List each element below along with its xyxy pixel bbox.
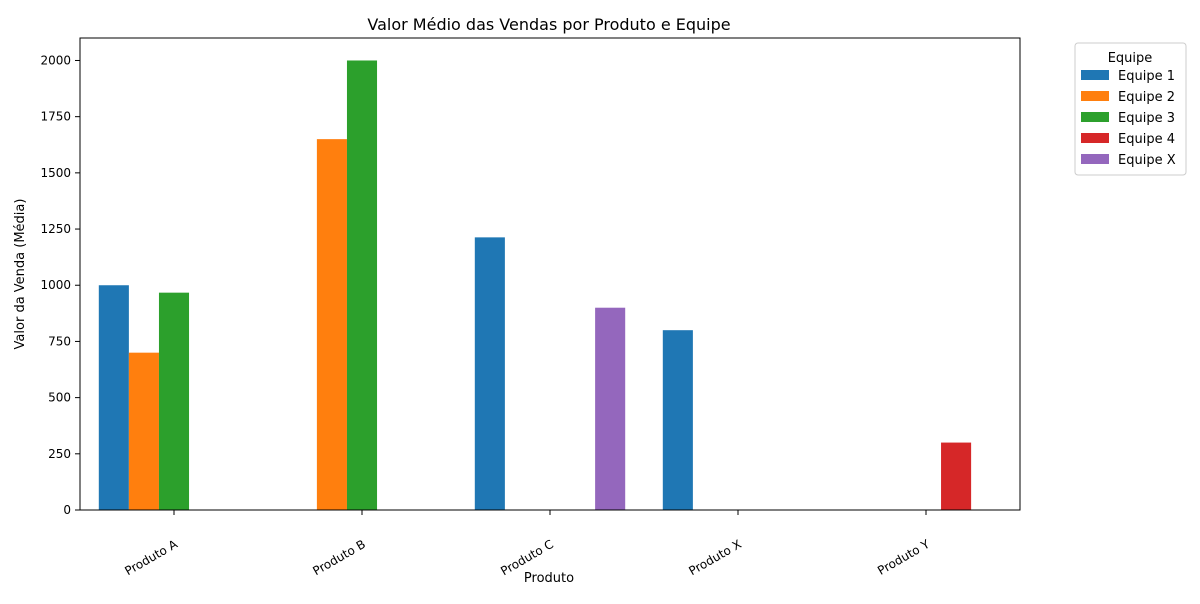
bar bbox=[941, 442, 972, 510]
x-axis-label: Produto bbox=[524, 571, 574, 586]
x-tick-label: Produto Y bbox=[875, 537, 932, 578]
y-axis-label: Valor da Venda (Média) bbox=[13, 199, 28, 350]
chart-title: Valor Médio das Vendas por Produto e Equ… bbox=[367, 15, 730, 34]
legend-swatch bbox=[1081, 154, 1109, 164]
y-tick-label: 2000 bbox=[40, 53, 71, 67]
bar bbox=[474, 237, 505, 511]
plot-area: 0 250 500 750 1000 1250 1500 1750 2000 Produto A P… bbox=[40, 37, 1021, 579]
bar bbox=[316, 139, 347, 510]
legend-swatch bbox=[1081, 70, 1109, 80]
legend-title: Equipe bbox=[1108, 51, 1153, 66]
legend-swatch bbox=[1081, 91, 1109, 101]
x-tick-label: Produto X bbox=[686, 537, 744, 578]
y-tick-label: 1500 bbox=[40, 166, 71, 180]
legend-swatch bbox=[1081, 112, 1109, 122]
bar bbox=[158, 292, 190, 510]
y-tick-label: 1750 bbox=[40, 110, 71, 124]
plot-frame bbox=[79, 37, 1021, 511]
legend-label: Equipe X bbox=[1118, 153, 1176, 168]
y-tick-label: 500 bbox=[48, 391, 71, 405]
bar bbox=[595, 307, 626, 510]
y-tick-label: 1250 bbox=[40, 222, 71, 236]
x-tick-label: Produto A bbox=[122, 537, 180, 579]
legend-swatch bbox=[1081, 133, 1109, 143]
bar bbox=[346, 60, 378, 510]
y-tick-label: 250 bbox=[48, 447, 71, 461]
bar bbox=[128, 352, 159, 510]
legend-label: Equipe 2 bbox=[1118, 90, 1175, 105]
legend-items: Equipe 1 Equipe 2 Equipe 3 Equipe 4 Equipe X bbox=[1081, 69, 1176, 168]
y-tick-label: 0 bbox=[63, 503, 71, 517]
legend-label: Equipe 4 bbox=[1118, 132, 1175, 147]
y-tick-label: 1000 bbox=[40, 278, 71, 292]
legend-label: Equipe 3 bbox=[1118, 111, 1175, 126]
bar bbox=[98, 285, 129, 510]
bar bbox=[662, 330, 693, 510]
y-tick-label: 750 bbox=[48, 334, 71, 348]
legend-label: Equipe 1 bbox=[1118, 69, 1175, 84]
x-tick-label: Produto B bbox=[310, 537, 368, 578]
